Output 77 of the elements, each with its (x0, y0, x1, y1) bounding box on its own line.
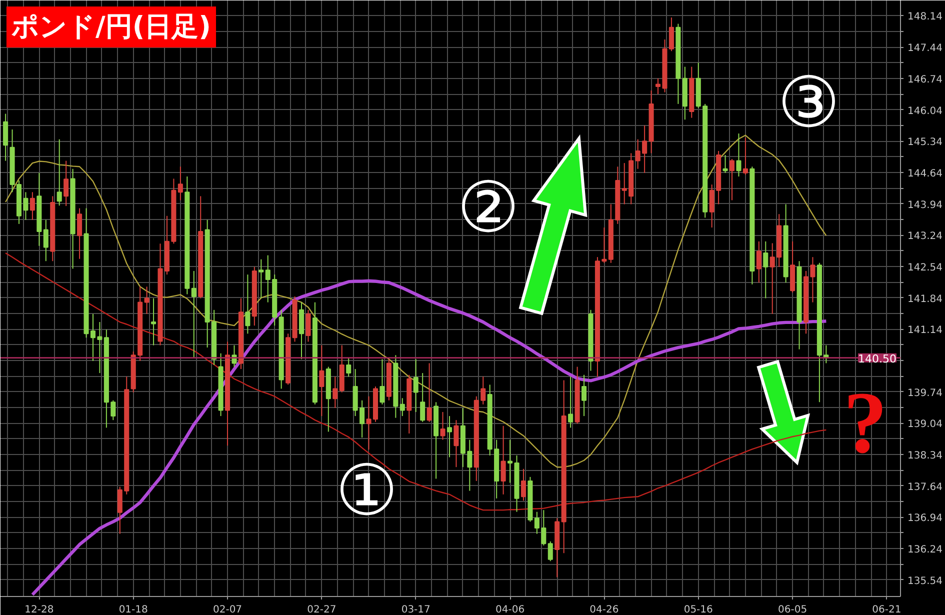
y-tick-label: 143.94 (908, 200, 942, 211)
candlestick (298, 302, 304, 360)
annotation: ② (456, 166, 520, 248)
candlestick (709, 184, 714, 228)
candlestick (346, 356, 352, 378)
x-tick-label: 05-16 (684, 604, 713, 615)
candlestick (144, 286, 150, 314)
candlestick (3, 113, 8, 162)
line-series (30, 279, 828, 596)
candlestick (420, 372, 426, 422)
candlestick (319, 344, 324, 417)
candlestick (736, 132, 742, 177)
candlestick (332, 376, 338, 408)
candlestick (380, 358, 385, 405)
x-tick-label: 06-21 (872, 604, 902, 615)
candlestick (400, 398, 405, 417)
y-tick-label: 136.24 (908, 544, 942, 556)
candlestick (191, 270, 196, 358)
candlestick (582, 374, 587, 417)
x-tick-label: 03-17 (401, 604, 430, 615)
y-tick-label: 135.54 (908, 576, 942, 587)
candlestick (568, 376, 574, 428)
y-tick-label: 148.14 (908, 12, 942, 23)
candlestick (763, 240, 768, 299)
y-tick-label: 146.04 (908, 106, 942, 117)
y-tick-label: 139.04 (908, 419, 942, 430)
chart-title: ポンド/円(日足) (11, 12, 212, 42)
annotation: ① (335, 449, 398, 532)
x-tick-label: 04-26 (590, 604, 619, 615)
x-tick-label: 02-27 (307, 604, 336, 615)
y-tick-label: 143.24 (908, 231, 942, 242)
candlestick (413, 358, 418, 413)
candlestick (520, 468, 526, 502)
candlestick (454, 420, 459, 468)
candlestick (306, 309, 311, 342)
y-tick-label: 137.64 (908, 482, 942, 493)
candlestick (440, 412, 446, 440)
y-tick-label: 146.74 (908, 74, 942, 86)
candlestick (534, 511, 540, 534)
candlestick (756, 240, 762, 284)
candlestick (265, 254, 270, 303)
candlestick (56, 138, 62, 206)
annotation: ③ (777, 61, 840, 144)
y-tick-label: 138.34 (908, 450, 942, 462)
y-tick-label: 141.14 (908, 325, 942, 336)
candlestick (742, 137, 748, 176)
y-tick-label: 144.64 (908, 168, 942, 180)
x-tick-label: 12-28 (24, 604, 54, 615)
candlestick (43, 219, 48, 262)
x-tick-label: 04-06 (496, 604, 525, 615)
annotation: ? (843, 375, 888, 472)
candlestick (178, 166, 183, 201)
x-tick-label: 06-05 (778, 604, 808, 615)
candlestick (77, 208, 82, 260)
x-tick-label: 02-07 (212, 604, 242, 615)
candlestick (500, 425, 506, 495)
y-tick-label: 147.44 (908, 43, 942, 54)
y-tick-label: 142.54 (908, 262, 942, 274)
candlestick (30, 192, 35, 220)
candlestick (426, 362, 432, 422)
y-tick-label: 139.74 (908, 388, 942, 399)
candlestick (541, 510, 546, 546)
x-tick-label: 01-18 (118, 604, 148, 615)
candlestick (245, 274, 250, 334)
candlestick (548, 540, 553, 562)
candlestick (64, 160, 69, 207)
candlestick (446, 416, 452, 458)
y-tick-label: 136.94 (908, 513, 942, 524)
y-tick-label: 141.84 (908, 294, 942, 305)
candlestick (668, 17, 674, 52)
candlestick (722, 154, 728, 174)
candlestick (602, 227, 607, 264)
ref-line-label: 140.50 (858, 352, 897, 366)
candlestick (258, 258, 264, 299)
candlestick (151, 298, 156, 346)
candlestick (729, 158, 735, 201)
y-tick-label: 145.34 (908, 137, 942, 148)
